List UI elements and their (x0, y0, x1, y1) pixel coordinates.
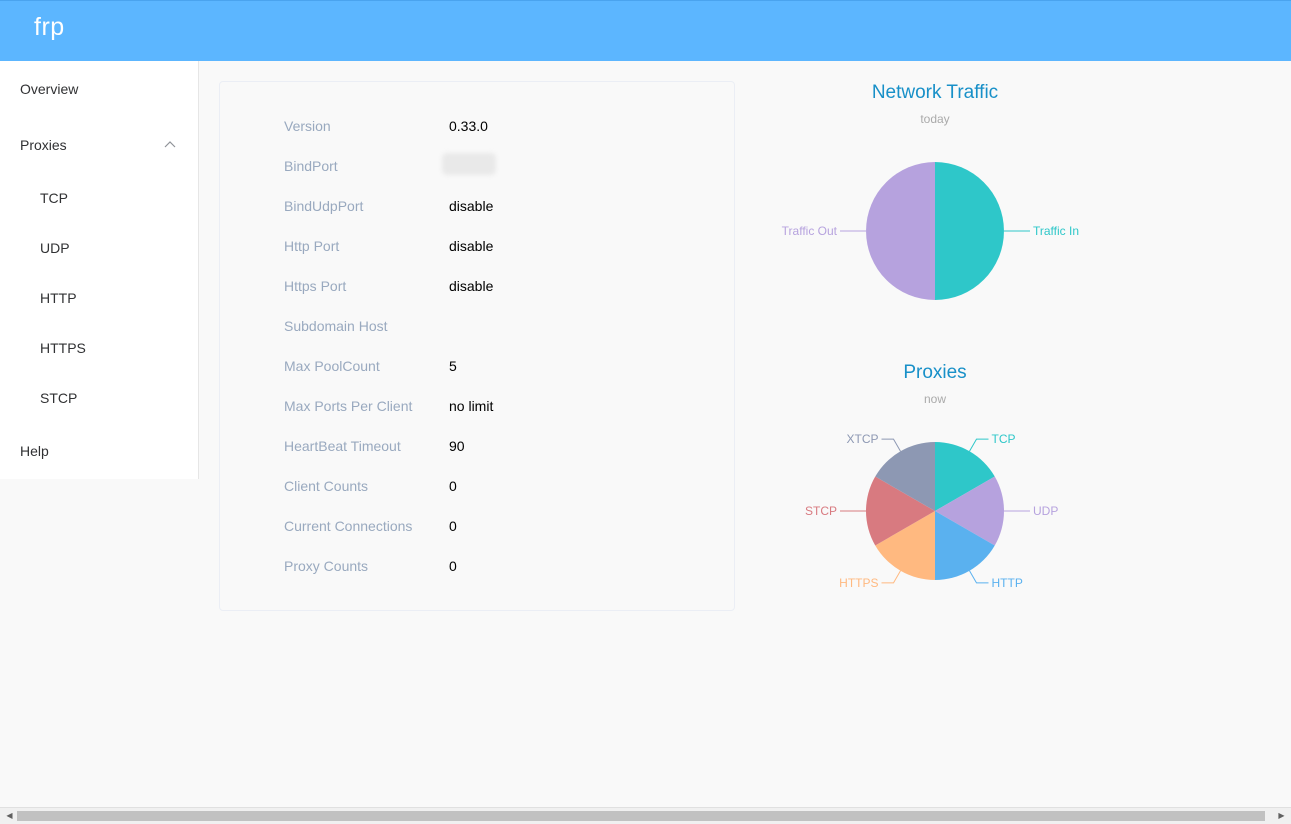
info-value: disable (449, 198, 494, 214)
pie-slice-traffic-in[interactable] (935, 162, 1004, 300)
pie-slice-xtcp[interactable] (875, 442, 935, 511)
sidebar-item-label: HTTP (40, 290, 77, 306)
info-value: no limit (449, 398, 494, 414)
info-label: HeartBeat Timeout (284, 438, 401, 454)
info-row-max-poolcount: Max PoolCount 5 (220, 346, 734, 386)
pie-label-traffic-out: Traffic Out (782, 224, 838, 238)
info-label: Proxy Counts (284, 558, 369, 574)
info-value: 0 (449, 518, 457, 534)
pie-label-tcp: TCP (992, 432, 1016, 446)
pie-label-http: HTTP (992, 576, 1023, 590)
proxies-chart-subtitle: now (923, 392, 946, 406)
info-row-proxy-counts: Proxy Counts 0 (220, 546, 734, 586)
info-row-https-port: Https Port disable (220, 266, 734, 306)
redacted-value (442, 153, 496, 175)
pie-slice-tcp[interactable] (935, 442, 995, 511)
info-row-current-connections: Current Connections 0 (220, 506, 734, 546)
brand-logo[interactable]: frp (34, 13, 65, 41)
sidebar-item-label: Proxies (20, 137, 67, 153)
pie-label-stcp: STCP (805, 504, 837, 518)
info-row-http-port: Http Port disable (220, 226, 734, 266)
sidebar-item-label: UDP (40, 240, 70, 256)
horizontal-scrollbar[interactable]: ◀ ▶ (0, 807, 1291, 824)
info-value: disable (449, 278, 494, 294)
chevron-up-icon (164, 141, 176, 148)
info-value: 0 (449, 558, 457, 574)
sidebar-item-stcp[interactable]: STCP (0, 378, 198, 418)
proxies-chart-title: Proxies (903, 362, 967, 383)
info-label: Version (284, 118, 331, 134)
pie-slice-traffic-out[interactable] (866, 162, 935, 300)
pie-label-traffic-in: Traffic In (1033, 224, 1079, 238)
traffic-chart-subtitle: today (920, 112, 950, 126)
info-label: Max PoolCount (284, 358, 380, 374)
sidebar-item-proxies[interactable]: Proxies (0, 125, 198, 165)
pie-slice-http[interactable] (935, 511, 995, 580)
info-row-heartbeat-timeout: HeartBeat Timeout 90 (220, 426, 734, 466)
info-value: 5 (449, 358, 457, 374)
info-value: disable (449, 238, 494, 254)
info-row-bindudpport: BindUdpPort disable (220, 186, 734, 226)
sidebar-item-label: Help (20, 443, 49, 459)
info-label: BindUdpPort (284, 198, 364, 214)
info-value: 0 (449, 478, 457, 494)
sidebar-item-label: TCP (40, 190, 68, 206)
pie-label-xtcp: XTCP (846, 432, 878, 446)
sidebar-item-label: Overview (20, 81, 79, 97)
info-row-bindport: BindPort (220, 146, 734, 186)
pie-label-line-https (881, 570, 901, 584)
info-row-subdomain-host: Subdomain Host (220, 306, 734, 346)
info-row-version: Version 0.33.0 (220, 106, 734, 146)
sidebar: Overview Proxies TCP UDP HTTP HTTPS STCP… (0, 61, 199, 479)
info-value: 0.33.0 (449, 118, 488, 134)
traffic-chart-title: Network Traffic (871, 82, 999, 103)
info-value: 90 (449, 438, 465, 454)
pie-slice-https[interactable] (875, 511, 935, 580)
sidebar-item-udp[interactable]: UDP (0, 228, 198, 268)
info-label: Client Counts (284, 478, 369, 494)
info-label: Http Port (284, 238, 340, 254)
info-label: Max Ports Per Client (284, 398, 413, 414)
pie-slice-stcp[interactable] (866, 476, 935, 546)
pie-slice-udp[interactable] (935, 476, 1004, 546)
top-header: frp (0, 0, 1291, 61)
sidebar-item-tcp[interactable]: TCP (0, 178, 198, 218)
sidebar-item-http[interactable]: HTTP (0, 278, 198, 318)
pie-label-line-http (969, 570, 989, 584)
info-row-max-ports: Max Ports Per Client no limit (220, 386, 734, 426)
info-row-client-counts: Client Counts 0 (220, 466, 734, 506)
sidebar-item-overview[interactable]: Overview (0, 69, 198, 109)
scroll-right-arrow-icon[interactable]: ▶ (1278, 811, 1285, 820)
sidebar-item-https[interactable]: HTTPS (0, 328, 198, 368)
pie-label-line-tcp (969, 438, 989, 452)
sidebar-item-help[interactable]: Help (0, 431, 198, 471)
pie-label-udp: UDP (1033, 504, 1058, 518)
info-label: Current Connections (284, 518, 413, 534)
server-info-card: Version 0.33.0 BindPort BindUdpPort disa… (219, 81, 735, 611)
scrollbar-thumb[interactable] (17, 811, 1265, 821)
scroll-left-arrow-icon[interactable]: ◀ (6, 811, 13, 820)
sidebar-item-label: STCP (40, 390, 78, 406)
info-label: Https Port (284, 278, 347, 294)
sidebar-item-label: HTTPS (40, 340, 86, 356)
pie-label-https: HTTPS (839, 576, 878, 590)
info-label: Subdomain Host (284, 318, 388, 334)
pie-label-line-xtcp (881, 438, 901, 452)
info-label: BindPort (284, 158, 338, 174)
